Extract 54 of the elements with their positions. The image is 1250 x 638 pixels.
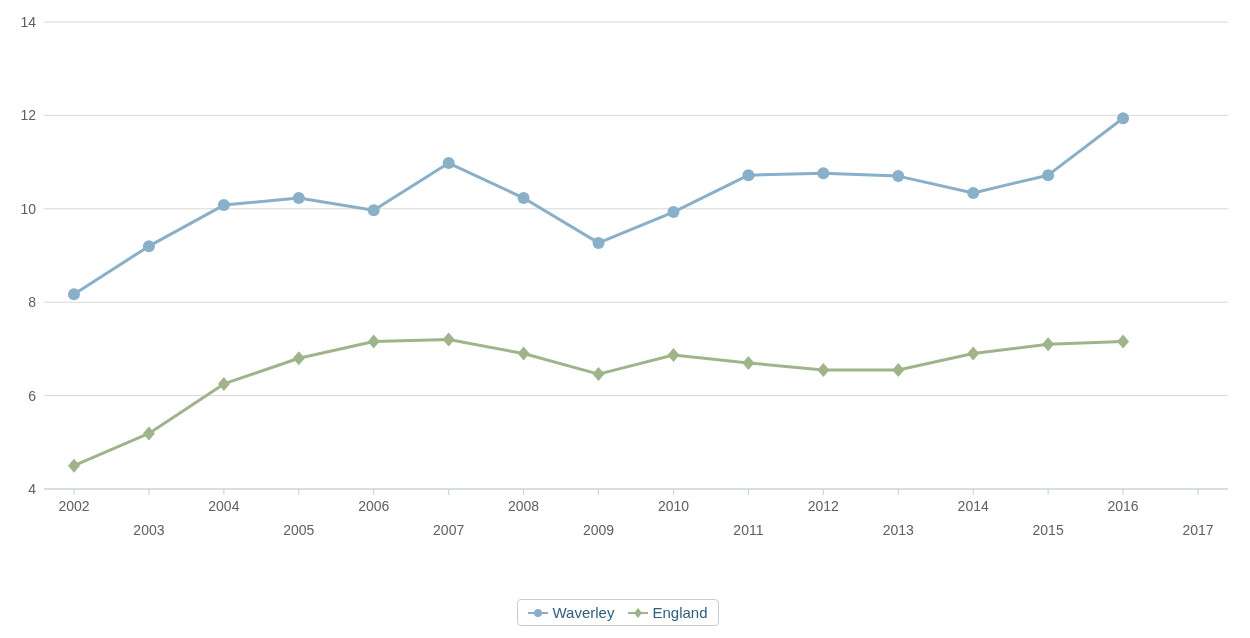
legend-label: England	[651, 604, 708, 621]
y-tick-label: 10	[20, 200, 37, 217]
point	[442, 332, 455, 347]
point	[1042, 337, 1055, 352]
x-tick-label: 2003	[133, 522, 165, 538]
x-tick-label: 2015	[1032, 522, 1064, 538]
x-tick-label: 2013	[882, 522, 915, 538]
point	[367, 204, 380, 217]
point	[68, 288, 80, 301]
point	[892, 170, 905, 183]
point	[667, 347, 680, 362]
point	[517, 346, 530, 361]
point	[742, 355, 755, 370]
point	[592, 367, 605, 382]
point	[217, 376, 230, 391]
point	[367, 334, 380, 349]
x-tick-label: 2005	[283, 522, 315, 538]
y-tick-label: 4	[28, 480, 37, 497]
x-tick-label: 2010	[657, 498, 690, 514]
y-tick-label: 8	[28, 294, 37, 311]
y-tick-label: 6	[28, 387, 37, 404]
point	[967, 186, 980, 199]
point	[1117, 112, 1130, 125]
point	[142, 240, 155, 253]
point	[667, 206, 680, 219]
point	[1042, 169, 1055, 182]
point	[817, 362, 830, 377]
x-tick-label: 2016	[1107, 498, 1139, 514]
x-tick-label: 2017	[1182, 522, 1214, 538]
y-tick-label: 14	[20, 13, 37, 30]
x-tick-label: 2002	[58, 498, 90, 514]
legend-label: Waverley	[551, 604, 615, 621]
x-tick-label: 2004	[208, 498, 240, 514]
point	[68, 458, 80, 473]
point	[1117, 334, 1130, 349]
x-tick-label: 2006	[358, 498, 390, 514]
point	[292, 192, 305, 205]
x-tick-label: 2007	[433, 522, 465, 538]
x-tick-label: 2014	[957, 498, 989, 514]
y-tick-label: 12	[20, 107, 37, 124]
point	[217, 199, 230, 212]
point	[592, 236, 605, 249]
point	[292, 351, 305, 366]
point	[517, 192, 530, 205]
point	[442, 157, 455, 170]
point	[742, 169, 755, 182]
x-tick-label: 2009	[582, 522, 615, 538]
x-tick-label: 2008	[508, 498, 540, 514]
point	[892, 362, 905, 377]
x-tick-label: 2011	[733, 522, 764, 538]
point	[967, 346, 980, 361]
x-tick-label: 2012	[807, 498, 840, 514]
point	[817, 167, 830, 180]
point	[142, 426, 155, 441]
